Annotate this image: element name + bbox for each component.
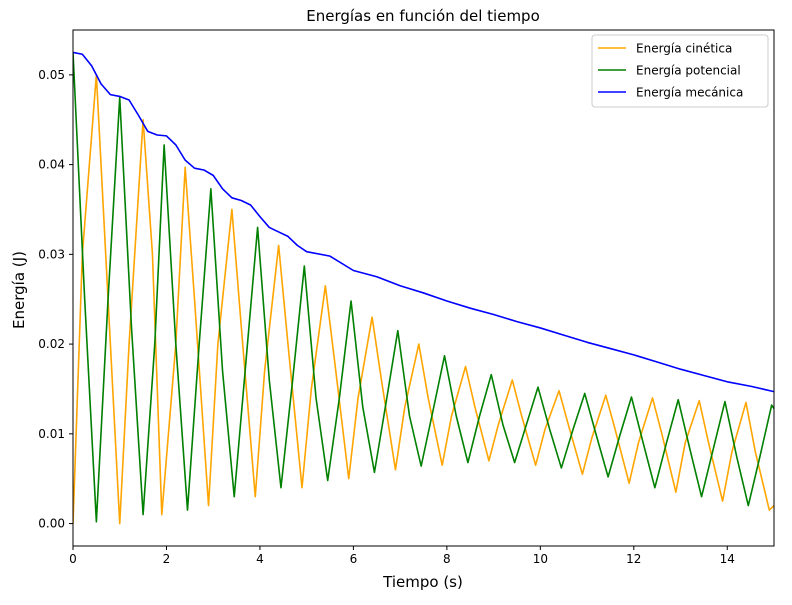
legend-label-1: Energía cinética	[636, 42, 732, 56]
x-tick-label: 6	[350, 552, 358, 566]
x-tick-label: 4	[256, 552, 264, 566]
y-axis: 0.00 0.01 0.02 0.03 0.04 0.05	[38, 68, 73, 531]
series-line-2	[73, 52, 774, 523]
y-tick-label: 0.00	[38, 517, 65, 531]
y-tick-label: 0.05	[38, 68, 65, 82]
chart-title: Energías en función del tiempo	[306, 7, 540, 25]
series-line-1	[73, 74, 774, 525]
x-tick-label: 10	[533, 552, 548, 566]
x-tick-label: 2	[163, 552, 171, 566]
legend-box	[591, 34, 769, 108]
legend-label-2: Energía potencial	[636, 64, 741, 78]
legend-label-3: Energía mecánica	[636, 86, 743, 100]
series-layer	[73, 51, 774, 525]
y-tick-label: 0.01	[38, 427, 65, 441]
x-axis-label: Tiempo (s)	[382, 573, 463, 591]
y-tick-label: 0.02	[38, 337, 65, 351]
legend: Energía cinética Energía potencial Energía…	[591, 34, 769, 108]
y-tick-label: 0.04	[38, 158, 65, 172]
x-tick-label: 8	[443, 552, 451, 566]
x-tick-label: 14	[720, 552, 735, 566]
y-tick-label: 0.03	[38, 247, 65, 261]
series-line-3	[73, 51, 774, 393]
y-axis-label: Energía (J)	[10, 251, 28, 329]
x-tick-label: 0	[69, 552, 77, 566]
plot-frame	[72, 29, 775, 547]
x-axis: 0 2 4 6 8 10 12 14	[69, 546, 735, 566]
x-tick-label: 12	[626, 552, 641, 566]
